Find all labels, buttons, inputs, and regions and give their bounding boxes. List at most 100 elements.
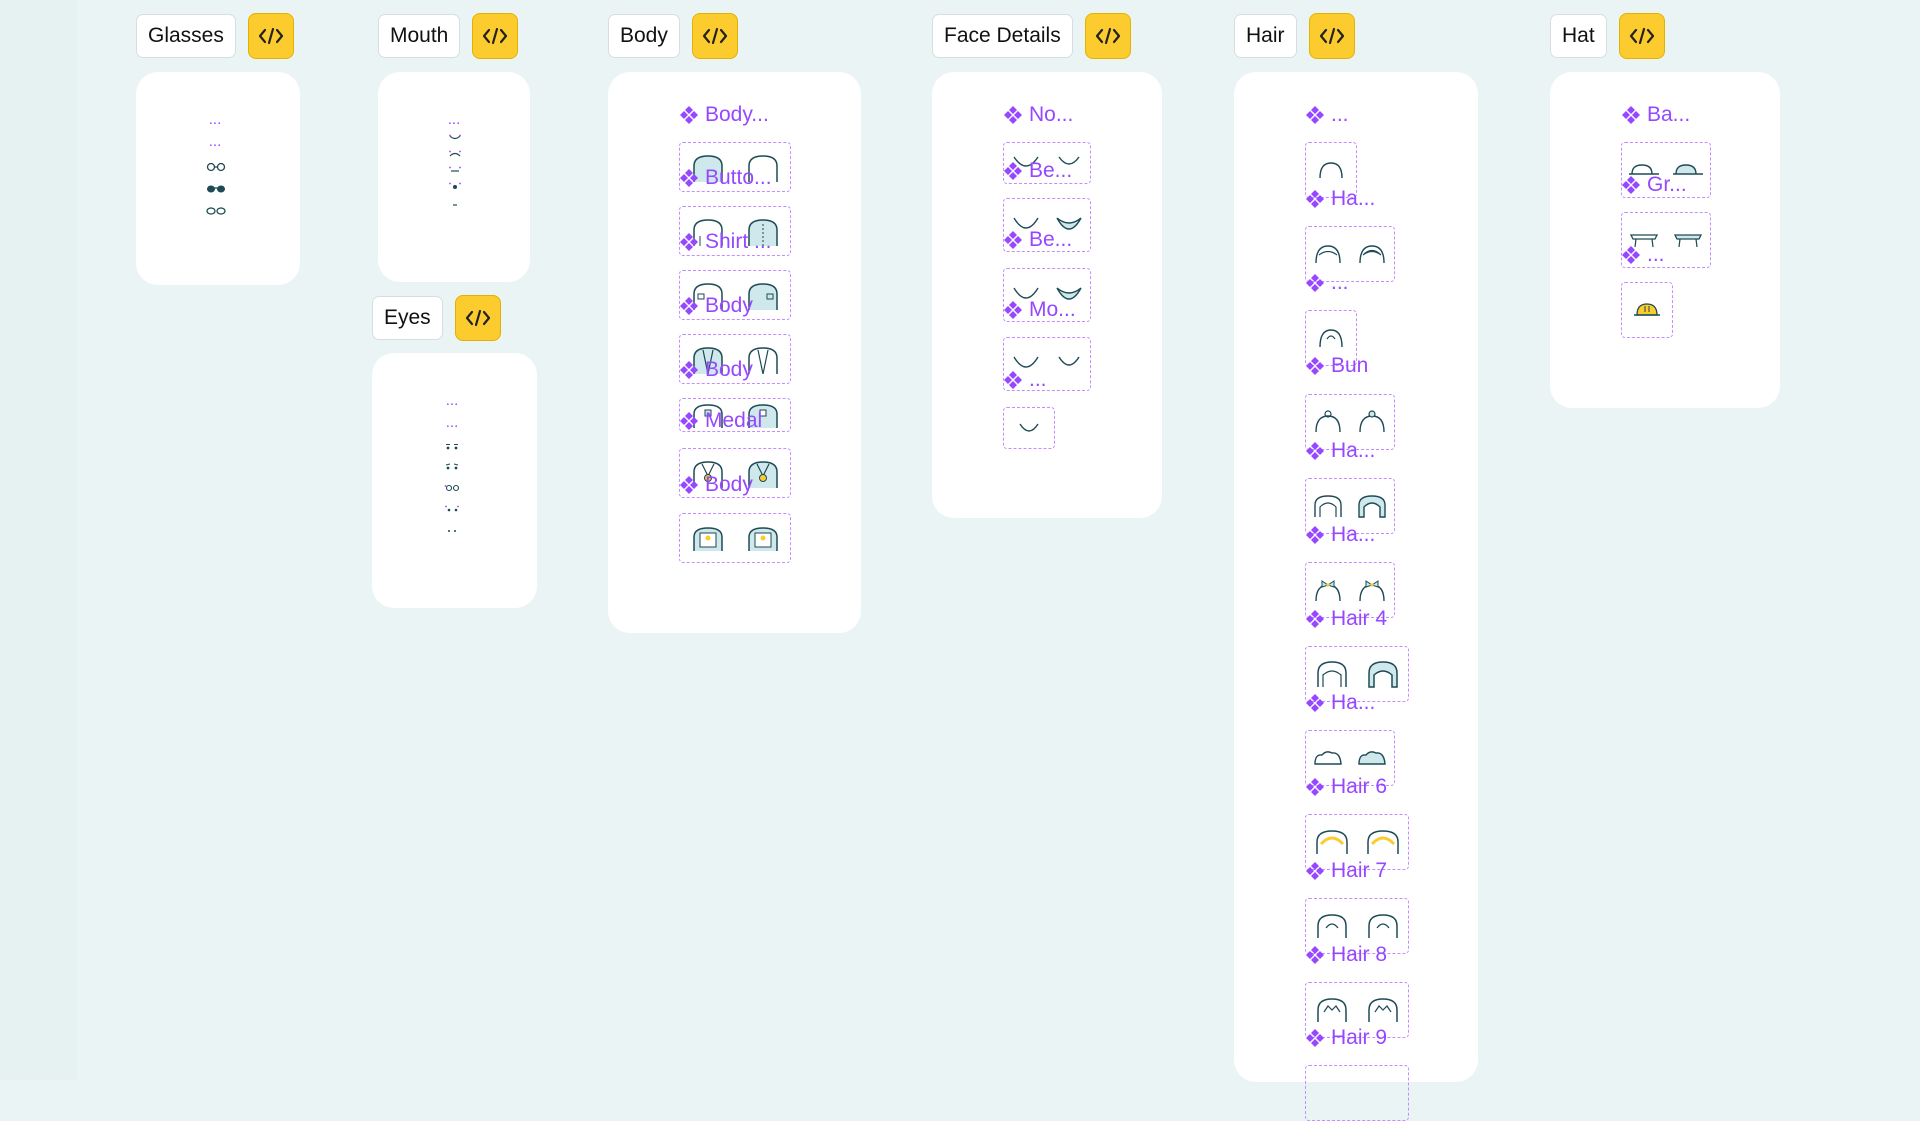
body-variant-buttoned[interactable] bbox=[679, 142, 791, 192]
hat-component-title[interactable]: Ba... bbox=[1621, 102, 1690, 128]
mouth-item[interactable]: ... bbox=[447, 111, 461, 128]
body-component-title[interactable]: Medal bbox=[679, 408, 762, 434]
hair-variant-9[interactable] bbox=[1305, 1065, 1409, 1121]
hair-component-title[interactable]: Ha... bbox=[1305, 690, 1375, 716]
hair-variant-6[interactable] bbox=[1305, 814, 1409, 870]
hair-component-title[interactable]: Hair 4 bbox=[1305, 606, 1387, 632]
hair-variant-cap[interactable] bbox=[1305, 730, 1395, 786]
eyes-wink-icon[interactable] bbox=[444, 505, 460, 513]
body-variant-jacket[interactable] bbox=[679, 334, 791, 384]
eyes-code-button[interactable] bbox=[454, 295, 501, 341]
face-details-frame: No... Be... Be... Mo... ... bbox=[932, 72, 1162, 518]
hair-label[interactable]: Hair bbox=[1234, 14, 1297, 58]
hair-variant-bun[interactable] bbox=[1305, 394, 1395, 450]
hat-variant-hardhat[interactable] bbox=[1621, 282, 1673, 338]
hat-component-title[interactable]: ... bbox=[1621, 242, 1665, 268]
face-component-title[interactable]: Mo... bbox=[1003, 297, 1076, 323]
glasses-item[interactable]: ... bbox=[208, 133, 222, 150]
glasses-code-button[interactable] bbox=[247, 13, 294, 59]
body-variant-pocket[interactable] bbox=[679, 270, 791, 320]
hair-variant-bow[interactable] bbox=[1305, 562, 1395, 618]
fringe-hair-icon bbox=[1316, 998, 1347, 1022]
face-variant-beard[interactable] bbox=[1003, 198, 1091, 252]
hair-variant-8[interactable] bbox=[1305, 982, 1409, 1038]
eyes-closed-icon[interactable] bbox=[445, 528, 459, 534]
glasses-item[interactable]: ... bbox=[208, 111, 222, 128]
hair-code-button[interactable] bbox=[1308, 13, 1355, 59]
mouth-flat-icon[interactable] bbox=[448, 166, 462, 174]
body-component-title[interactable]: Shirt ... bbox=[679, 229, 772, 255]
component-name: Be... bbox=[1029, 228, 1073, 251]
hair-component-title[interactable]: Ha... bbox=[1305, 522, 1375, 548]
hat-component-title[interactable]: Gr... bbox=[1621, 172, 1687, 198]
hair-component-title[interactable]: ... bbox=[1305, 102, 1349, 128]
sunglasses-icon[interactable] bbox=[206, 184, 226, 194]
eyes-label[interactable]: Eyes bbox=[372, 296, 443, 340]
oval-glasses-icon[interactable] bbox=[206, 206, 226, 216]
mouth-label[interactable]: Mouth bbox=[378, 14, 461, 58]
mouth-small-icon[interactable] bbox=[450, 202, 460, 208]
hair-component-title[interactable]: Bun bbox=[1305, 353, 1368, 379]
face-component-title[interactable]: ... bbox=[1003, 367, 1047, 393]
hair-variant-4[interactable] bbox=[1305, 646, 1409, 702]
mouth-sad-icon[interactable] bbox=[448, 150, 462, 158]
component-name: Bun bbox=[1331, 354, 1369, 377]
code-icon bbox=[483, 27, 508, 45]
hair-variant-7[interactable] bbox=[1305, 898, 1409, 954]
eyes-item[interactable]: ... bbox=[445, 414, 459, 431]
body-variant-shirt[interactable] bbox=[679, 206, 791, 256]
mouth-open-icon[interactable] bbox=[448, 182, 462, 190]
eyes-glasses-icon[interactable] bbox=[444, 484, 460, 492]
face-details-code-button[interactable] bbox=[1084, 13, 1131, 59]
body-code-button[interactable] bbox=[691, 13, 738, 59]
face-details-label[interactable]: Face Details bbox=[932, 14, 1073, 58]
face-component-title[interactable]: No... bbox=[1003, 102, 1073, 128]
eyes-item[interactable]: ... bbox=[445, 392, 459, 409]
beard-filled-icon bbox=[1055, 217, 1082, 230]
hair-variant-short[interactable] bbox=[1305, 226, 1395, 282]
hair-variant-long[interactable] bbox=[1305, 478, 1395, 534]
hair-component-title[interactable]: Hair 6 bbox=[1305, 774, 1387, 800]
hat-frame: Ba... Gr... ... bbox=[1550, 72, 1780, 408]
jacket-outline-icon bbox=[747, 347, 778, 374]
hat-label[interactable]: Hat bbox=[1550, 14, 1607, 58]
face-component-title[interactable]: Be... bbox=[1003, 158, 1072, 184]
body-component-title[interactable]: Body bbox=[679, 357, 753, 383]
glasses-label[interactable]: Glasses bbox=[136, 14, 236, 58]
body-variant-medal[interactable] bbox=[679, 398, 791, 432]
component-name: Ha... bbox=[1331, 439, 1376, 462]
hair-variant-bald[interactable] bbox=[1305, 142, 1357, 198]
hair-component-title[interactable]: Ha... bbox=[1305, 186, 1375, 212]
body-component-title[interactable]: Butto... bbox=[679, 165, 772, 191]
round-glasses-icon[interactable] bbox=[206, 162, 226, 172]
component-name: No... bbox=[1029, 103, 1074, 126]
eyes-section-header: Eyes bbox=[372, 295, 501, 341]
face-variant-beard-2[interactable] bbox=[1003, 268, 1091, 322]
face-component-title[interactable]: Be... bbox=[1003, 227, 1072, 253]
hair-component-title[interactable]: ... bbox=[1305, 270, 1349, 296]
body-variant-badge[interactable] bbox=[679, 513, 791, 563]
hat-variant-graduation[interactable] bbox=[1621, 212, 1711, 268]
mouth-code-button[interactable] bbox=[472, 13, 519, 59]
body-component-title[interactable]: Body bbox=[679, 472, 753, 498]
eyes-normal-icon[interactable] bbox=[444, 443, 460, 451]
hair-component-title[interactable]: Hair 9 bbox=[1305, 1025, 1387, 1051]
bow-hair-icon bbox=[1315, 580, 1341, 602]
face-variant-chin[interactable] bbox=[1003, 407, 1055, 449]
component-set-icon bbox=[1306, 526, 1324, 544]
hat-code-button[interactable] bbox=[1618, 13, 1665, 59]
body-component-title[interactable]: Body bbox=[679, 293, 753, 319]
component-set-icon bbox=[1004, 371, 1022, 389]
face-variant-nose[interactable] bbox=[1003, 142, 1091, 184]
hair-variant-curl[interactable] bbox=[1305, 310, 1357, 366]
hair-component-title[interactable]: Ha... bbox=[1305, 438, 1375, 464]
hat-variant-baseball[interactable] bbox=[1621, 142, 1711, 198]
eyes-brows-icon[interactable] bbox=[444, 463, 460, 471]
body-component-title[interactable]: Body... bbox=[679, 102, 769, 128]
hair-component-title[interactable]: Hair 8 bbox=[1305, 942, 1387, 968]
face-variant-mouth[interactable] bbox=[1003, 337, 1091, 391]
body-variant-medal-ribbon[interactable] bbox=[679, 448, 791, 498]
hair-component-title[interactable]: Hair 7 bbox=[1305, 858, 1387, 884]
body-label[interactable]: Body bbox=[608, 14, 680, 58]
mouth-smile-icon[interactable] bbox=[448, 134, 462, 142]
